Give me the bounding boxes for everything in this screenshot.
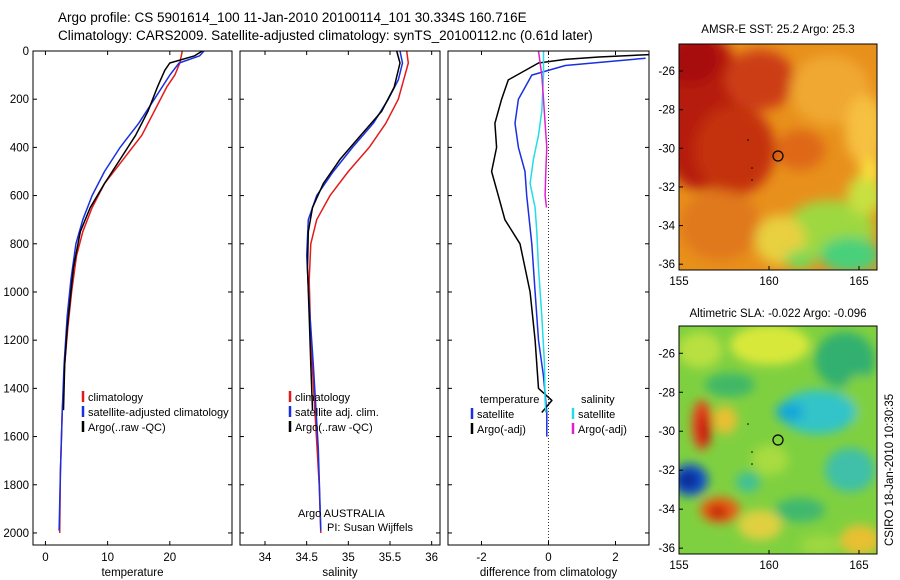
difference-x-axis-label: difference from climatology	[480, 567, 617, 579]
salinity-series	[305, 51, 410, 534]
temperature-x-tick-label: 20	[163, 552, 176, 564]
sst-map-title: AMSR-E SST: 25.2 Argo: 25.3	[701, 24, 854, 36]
difference-legend-label: satellite	[578, 409, 615, 421]
difference-series-line-3	[537, 51, 548, 208]
sla-map-x-tick-label: 165	[849, 560, 868, 572]
salinity-series-line-0	[308, 51, 410, 534]
difference-x-tick-label: -2	[476, 552, 486, 564]
sst-map-y-tick-label: -34	[658, 221, 675, 233]
difference-series-line-0	[514, 57, 646, 437]
difference-series-line-1	[490, 53, 649, 413]
depth-tick-label: 800	[10, 239, 29, 251]
depth-tick-label: 1400	[3, 383, 29, 395]
salinity-series-line-1	[305, 51, 404, 531]
timestamp-stamp: CSIRO 18-Jan-2010 10:30:35	[884, 394, 896, 546]
temperature-series	[58, 51, 205, 534]
difference-legend-label: Argo(-adj)	[578, 424, 627, 436]
sst-map-x-tick-label: 160	[759, 276, 778, 288]
sla-heatmap	[679, 326, 877, 554]
temperature-series-line-2	[62, 51, 203, 411]
depth-tick-label: 0	[23, 46, 29, 58]
difference-legend-label: Argo(-adj)	[477, 424, 526, 436]
temperature-legend-label: satellite-adjusted climatology	[88, 407, 229, 419]
temperature-series-line-1	[58, 51, 205, 531]
sla-map-y-tick-label: -30	[658, 426, 675, 438]
sst-map-y-tick-label: -36	[658, 259, 675, 271]
owner-annotation: Argo AUSTRALIA	[298, 508, 385, 520]
sst-map-y-tick-label: -32	[658, 182, 675, 194]
sla-map-x-tick-label: 160	[759, 560, 778, 572]
chart-title-line2: Climatology: CARS2009. Satellite-adjuste…	[58, 28, 593, 43]
sla-map-y-tick-label: -28	[658, 387, 675, 399]
salinity-x-tick-label: 35.5	[379, 552, 401, 564]
sst-map-y-tick-label: -30	[658, 143, 675, 155]
sst-map-axes: 155 160 165 -26 -28 -30 -32 -34 -36	[658, 66, 868, 288]
temperature-legend-label: Argo(..raw -QC)	[88, 422, 166, 434]
float-marker-sla	[772, 434, 784, 446]
sst-map-y-tick-label: -26	[658, 66, 675, 78]
difference-x-tick-label: 0	[545, 552, 551, 564]
salinity-series-line-2	[306, 51, 401, 411]
difference-legend-label: satellite	[477, 409, 514, 421]
difference-panel: -2 0 2 difference from climatology temperatu…	[447, 50, 650, 579]
salinity-x-tick-label: 34	[259, 552, 272, 564]
sla-map-axes: 155 160 165 -26 -28 -30 -32 -34 -36	[658, 348, 868, 572]
depth-tick-label: 1800	[3, 480, 29, 492]
salinity-legend-label: satellite adj. clim.	[295, 407, 379, 419]
depth-tick-label: 600	[10, 191, 29, 203]
depth-tick-label: 1200	[3, 335, 29, 347]
sla-map-x-tick-label: 155	[669, 560, 688, 572]
salinity-x-tick-label: 36	[425, 552, 438, 564]
salinity-legend-label: Argo(..raw -QC)	[295, 422, 373, 434]
sla-map-y-tick-label: -26	[658, 348, 675, 360]
pi-annotation: PI: Susan Wijffels	[327, 522, 413, 534]
salinity-panel: 34 34.5 35 35.5 36 salinity climatology satelli…	[239, 50, 441, 579]
sla-map-y-tick-label: -34	[658, 504, 675, 516]
sst-map-x-tick-label: 155	[669, 276, 688, 288]
depth-tick-label: 1600	[3, 432, 29, 444]
depth-tick-label: 2000	[3, 528, 29, 540]
sst-map-x-tick-label: 165	[849, 276, 868, 288]
salinity-x-tick-label: 35	[342, 552, 355, 564]
sla-map-y-tick-label: -32	[658, 465, 675, 477]
salinity-axes-frame	[239, 50, 441, 546]
temperature-x-tick-label: 10	[101, 552, 114, 564]
temperature-x-tick-label: 0	[42, 552, 48, 564]
difference-legend-label: temperature	[480, 394, 539, 406]
sst-heatmap	[679, 44, 877, 270]
sla-map-y-tick-label: -36	[658, 543, 675, 555]
salinity-legend-label: climatology	[295, 392, 351, 404]
temperature-legend-label: climatology	[88, 392, 144, 404]
difference-series-line-2	[529, 51, 547, 413]
difference-x-tick-label: 2	[612, 552, 618, 564]
temperature-axes-frame	[32, 50, 233, 546]
depth-tick-label: 200	[10, 94, 29, 106]
sla-map-title: Altimetric SLA: -0.022 Argo: -0.096	[689, 308, 866, 320]
float-marker	[772, 150, 784, 162]
sst-map-y-tick-label: -28	[658, 105, 675, 117]
difference-series	[490, 51, 649, 437]
salinity-x-tick-label: 34.5	[295, 552, 317, 564]
depth-tick-label: 1000	[3, 287, 29, 299]
chart-title-line1: Argo profile: CS 5901614_100 11-Jan-2010…	[58, 10, 527, 25]
difference-legend-label: salinity	[581, 394, 615, 406]
temperature-x-axis-label: temperature	[101, 567, 163, 579]
temperature-series-line-0	[58, 51, 184, 534]
depth-tick-label: 400	[10, 142, 29, 154]
salinity-x-axis-label: salinity	[322, 567, 357, 579]
